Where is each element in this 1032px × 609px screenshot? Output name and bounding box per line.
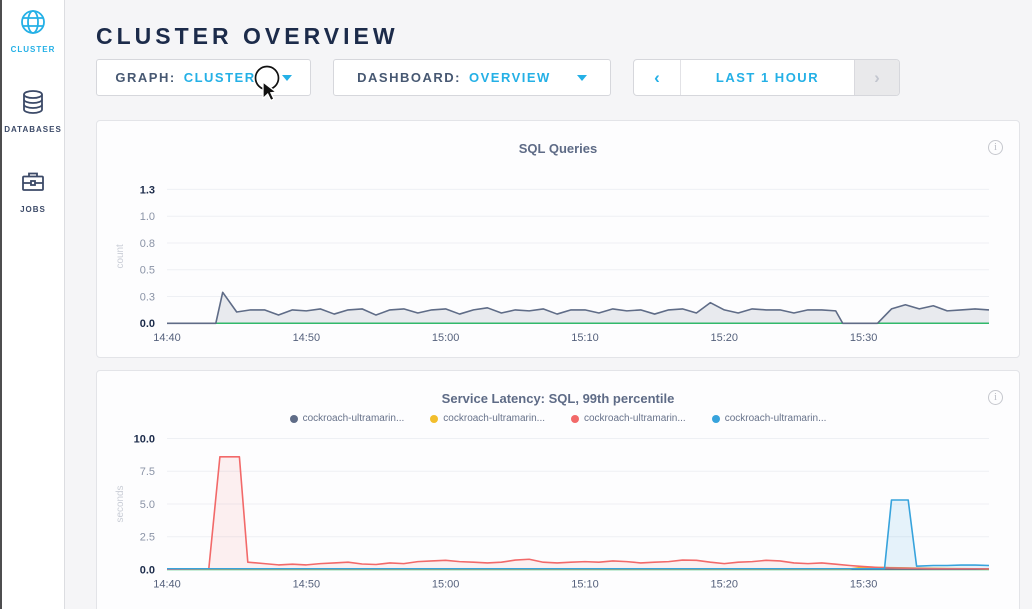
x-tick-label: 14:40 xyxy=(153,332,180,344)
y-tick-label: 2.5 xyxy=(140,532,155,544)
y-tick-label: 0.3 xyxy=(140,292,155,304)
sidebar-item-jobs[interactable]: JOBS xyxy=(2,168,64,214)
legend-item[interactable]: cockroach-ultramarin... xyxy=(430,413,545,424)
x-tick-label: 15:10 xyxy=(571,332,598,344)
y-tick-label: 5.0 xyxy=(140,499,155,511)
legend-item[interactable]: cockroach-ultramarin... xyxy=(571,413,686,424)
series-area xyxy=(167,292,989,324)
legend-dot-icon xyxy=(571,414,579,423)
info-icon[interactable]: i xyxy=(988,140,1003,155)
y-tick-label: 0.5 xyxy=(140,265,155,277)
y-tick-label: 1.0 xyxy=(140,211,155,223)
info-icon[interactable]: i xyxy=(988,390,1003,405)
y-tick-label: 10.0 xyxy=(134,433,155,445)
series-line xyxy=(167,499,990,570)
globe-icon xyxy=(21,10,45,34)
graph-dropdown-label: GRAPH: xyxy=(115,70,176,85)
sidebar: CLUSTER DATABASES JOBS xyxy=(2,0,65,609)
window-edge xyxy=(0,0,2,609)
legend-item[interactable]: cockroach-ultramarin... xyxy=(289,413,405,424)
x-tick-label: 15:30 xyxy=(850,578,877,590)
time-range-prev-button[interactable]: ‹ xyxy=(634,60,681,95)
sql-queries-card: SQL Queries i 0.0 0.3 0.5 0.8 1.0 1.3 14:40 14:… xyxy=(96,120,1020,358)
y-tick-label: 0.8 xyxy=(140,238,155,250)
y-tick-label: 0.0 xyxy=(140,318,155,330)
sidebar-item-label: CLUSTER xyxy=(10,45,56,54)
time-range-widget: ‹ LAST 1 HOUR › xyxy=(633,59,900,96)
legend-label: cockroach-ultramarin... xyxy=(724,413,827,424)
x-tick-label: 15:10 xyxy=(571,578,598,590)
legend-dot-icon xyxy=(289,414,298,423)
legend-dot-icon xyxy=(711,414,720,423)
graph-dropdown[interactable]: GRAPH: CLUSTER xyxy=(96,59,311,96)
series-line xyxy=(167,291,990,325)
dashboard-dropdown-value: OVERVIEW xyxy=(469,70,551,85)
sidebar-item-cluster[interactable]: CLUSTER xyxy=(2,8,64,54)
sidebar-item-label: DATABASES xyxy=(4,125,62,134)
chart-legend: cockroach-ultramarin... cockroach-ultrama… xyxy=(97,413,1019,424)
service-latency-chart: 0.0 2.5 5.0 7.5 10.0 14:40 14:50 15:00 15:10 15:2… xyxy=(115,433,990,590)
sidebar-item-databases[interactable]: DATABASES xyxy=(2,88,64,134)
legend-label: cockroach-ultramarin... xyxy=(584,413,686,424)
dashboard-dropdown[interactable]: DASHBOARD: OVERVIEW xyxy=(333,59,611,96)
page-title: CLUSTER OVERVIEW xyxy=(96,23,399,50)
x-tick-label: 15:00 xyxy=(432,332,459,344)
toolbar: GRAPH: CLUSTER DASHBOARD: OVERVIEW ‹ LAS… xyxy=(96,59,900,97)
legend-item[interactable]: cockroach-ultramarin... xyxy=(711,413,827,424)
briefcase-icon xyxy=(22,172,44,191)
sidebar-item-label: JOBS xyxy=(20,205,46,214)
x-tick-label: 14:40 xyxy=(153,578,180,590)
chevron-down-icon xyxy=(281,74,292,81)
y-tick-label: 7.5 xyxy=(140,466,155,478)
series-area xyxy=(167,456,989,570)
x-tick-label: 14:50 xyxy=(293,332,320,344)
dashboard-dropdown-label: DASHBOARD: xyxy=(357,70,461,85)
chart-title: Service Latency: SQL, 99th percentile xyxy=(441,391,675,406)
series-area xyxy=(167,500,989,570)
y-tick-label: 0.0 xyxy=(140,564,155,576)
legend-label: cockroach-ultramarin... xyxy=(302,413,405,424)
time-range-label[interactable]: LAST 1 HOUR xyxy=(715,70,820,85)
main-content: CLUSTER OVERVIEW GRAPH: CLUSTER DASHBOAR… xyxy=(65,0,1032,609)
legend-label: cockroach-ultramarin... xyxy=(443,413,545,424)
x-tick-label: 15:30 xyxy=(850,332,877,344)
x-tick-label: 15:20 xyxy=(711,332,738,344)
chevron-down-icon xyxy=(576,74,587,81)
y-axis-label: seconds xyxy=(115,485,126,522)
y-tick-label: 1.3 xyxy=(140,184,155,196)
sql-queries-chart: 0.0 0.3 0.5 0.8 1.0 1.3 14:40 14:50 15:00 15:10 15… xyxy=(115,184,990,344)
series-line xyxy=(166,456,989,570)
chart-title: SQL Queries xyxy=(518,141,598,156)
y-axis-label: count xyxy=(115,244,126,268)
x-tick-label: 15:00 xyxy=(432,578,459,590)
x-tick-label: 15:20 xyxy=(711,578,738,590)
x-tick-label: 14:50 xyxy=(293,578,320,590)
time-range-next-button[interactable]: › xyxy=(854,60,899,95)
graph-dropdown-value: CLUSTER xyxy=(183,70,256,85)
legend-dot-icon xyxy=(430,414,439,423)
databases-icon xyxy=(23,90,43,114)
service-latency-card: Service Latency: SQL, 99th percentile i … xyxy=(96,370,1020,609)
